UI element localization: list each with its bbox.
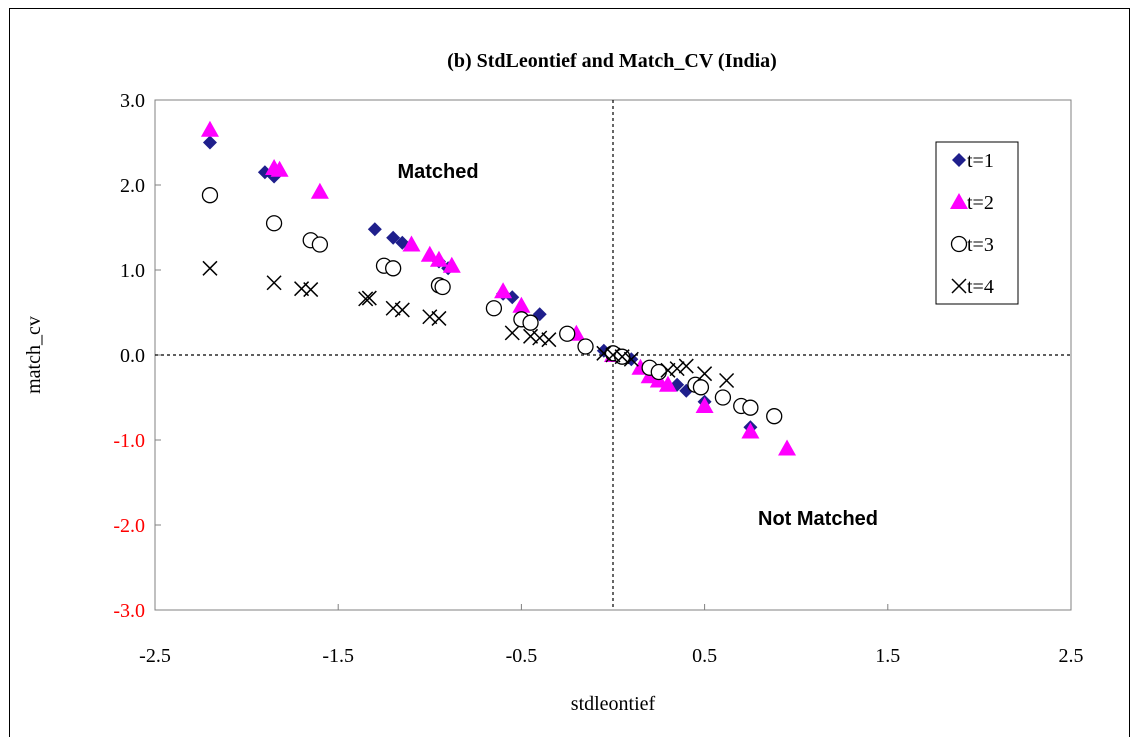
point-circle [559, 325, 576, 342]
legend-item: t=4 [951, 276, 994, 298]
point-x [358, 291, 374, 307]
point-x [605, 347, 621, 363]
point-triangle [658, 375, 677, 392]
legend-marker-triangle [950, 193, 968, 209]
x-tick-label: 0.5 [692, 645, 717, 667]
point-triangle [420, 245, 439, 262]
point-triangle [200, 120, 219, 137]
series-t-4 [202, 260, 735, 389]
y-tick-label: 2.0 [120, 175, 145, 197]
scatter-chart: (b) StdLeontief and Match_CV (India) 3.0… [23, 50, 1084, 715]
legend-label: t=3 [967, 234, 994, 256]
point-x [523, 328, 539, 344]
legend-item: t=1 [952, 150, 994, 172]
y-tick-label: 1.0 [120, 260, 145, 282]
point-triangle [695, 397, 714, 413]
point-triangle [741, 422, 760, 439]
x-axis-label: stdleontief [571, 693, 656, 715]
point-circle [311, 236, 329, 253]
point-x [596, 345, 612, 361]
legend-marker-circle [950, 235, 968, 253]
point-circle [714, 389, 732, 406]
legend-marker-x [951, 278, 967, 294]
point-diamond [367, 222, 382, 237]
point-x [504, 325, 520, 341]
point-x [303, 282, 319, 298]
series-t-2 [200, 120, 797, 456]
point-triangle [310, 182, 329, 199]
point-triangle [270, 160, 289, 177]
x-tick-label: -1.5 [322, 645, 354, 667]
x-tick-label: -2.5 [139, 645, 171, 667]
point-x [431, 310, 447, 326]
point-circle [577, 338, 594, 355]
point-x [532, 330, 548, 346]
point-triangle [512, 296, 531, 313]
legend-item: t=3 [950, 234, 994, 256]
annotation-matched: Matched [397, 161, 478, 183]
series-t-3 [201, 187, 783, 425]
point-diamond [386, 230, 401, 245]
legend: t=1 t=2 t=3 t=4 [935, 141, 1019, 305]
point-x [202, 260, 218, 276]
point-x [678, 358, 694, 374]
point-x [623, 351, 639, 367]
y-tick-label: -3.0 [113, 600, 145, 622]
point-x [669, 361, 685, 377]
x-tick-label: 2.5 [1059, 645, 1084, 667]
legend-label: t=1 [967, 150, 994, 172]
chart-title: (b) StdLeontief and Match_CV (India) [447, 50, 777, 72]
annotation-not-matched: Not Matched [758, 508, 878, 530]
legend-label: t=4 [967, 276, 994, 298]
point-circle [385, 260, 402, 277]
x-tick-label: -0.5 [506, 645, 538, 667]
point-circle [522, 314, 539, 331]
legend-label: t=2 [967, 192, 994, 214]
point-circle [485, 300, 503, 317]
point-triangle [778, 439, 797, 456]
point-triangle [429, 250, 448, 267]
y-tick-label: 3.0 [120, 90, 145, 112]
point-x [541, 332, 557, 348]
legend-item: t=2 [950, 192, 994, 214]
x-tick-label: 1.5 [875, 645, 900, 667]
y-tick-label: -2.0 [113, 515, 145, 537]
legend-box [935, 141, 1019, 305]
point-triangle [494, 282, 513, 299]
point-circle [766, 408, 783, 425]
y-tick-label: -1.0 [113, 430, 145, 452]
y-tick-label: 0.0 [120, 345, 145, 367]
point-diamond [202, 135, 217, 150]
point-x [385, 300, 401, 316]
point-circle [742, 399, 759, 416]
point-x [697, 366, 713, 382]
point-x [660, 362, 676, 378]
point-x [422, 309, 438, 325]
legend-marker-diamond [952, 153, 966, 167]
point-x [361, 290, 377, 306]
point-triangle [402, 235, 421, 252]
point-circle [201, 187, 219, 204]
point-x [266, 275, 282, 291]
point-circle [434, 278, 451, 296]
point-x [614, 349, 630, 365]
point-x [394, 302, 410, 318]
point-triangle [442, 256, 461, 273]
point-x [719, 372, 735, 389]
point-diamond [257, 165, 272, 180]
y-axis-label: match_cv [23, 316, 45, 394]
chart-frame: (b) StdLeontief and Match_CV (India) 3.0… [9, 8, 1130, 737]
point-circle [692, 379, 710, 396]
point-circle [265, 215, 283, 232]
